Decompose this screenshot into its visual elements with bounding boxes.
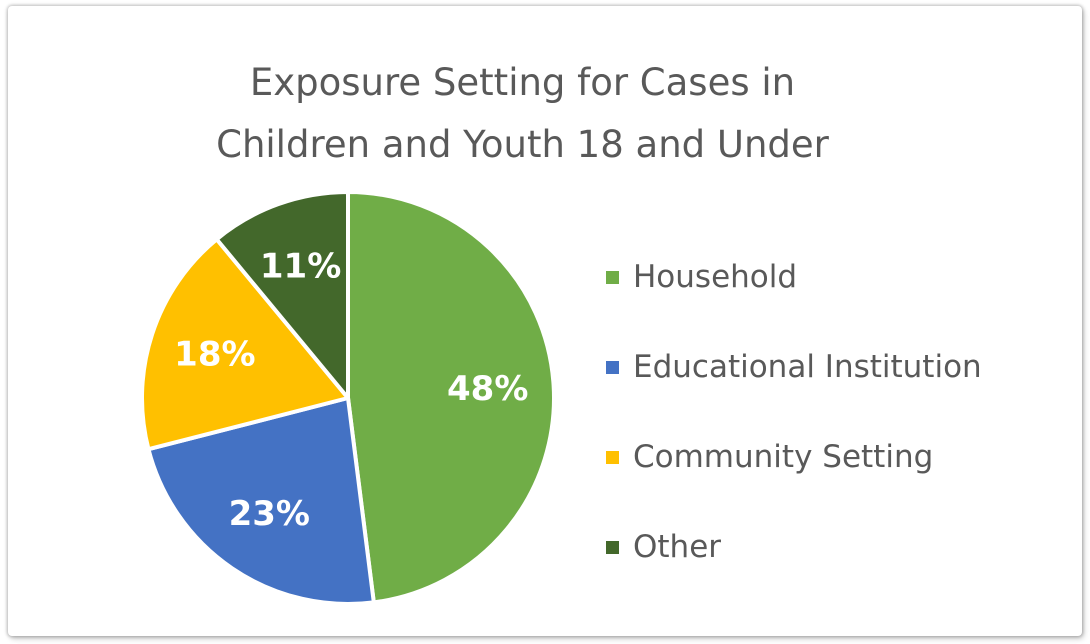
pie-slice-other (214, 190, 350, 400)
pie-slice-community-setting (140, 237, 350, 452)
pie-label-educational-institution: 23% (229, 494, 310, 534)
pie-label-community-setting: 18% (174, 335, 255, 375)
chart-title-line-1: Exposure Setting for Cases in (249, 61, 796, 104)
legend-swatch-community-setting (606, 450, 619, 464)
legend-item-household: Household (606, 232, 982, 322)
pie-slice-educational-institution (146, 396, 376, 606)
pie-slice-household (346, 190, 557, 605)
pie-slice-labels: 48% 23% 18% 11% (174, 246, 528, 534)
legend-label-household: Household (633, 259, 798, 295)
legend-item-other: Other (606, 502, 982, 592)
legend-item-community-setting: Community Setting (606, 412, 982, 502)
legend-swatch-other (606, 540, 619, 554)
legend-label-community-setting: Community Setting (633, 439, 934, 475)
legend-label-educational-institution: Educational Institution (633, 349, 982, 385)
pie-label-other: 11% (260, 246, 341, 286)
pie-label-household: 48% (447, 369, 528, 409)
legend-swatch-educational-institution (606, 360, 619, 374)
legend-swatch-household (606, 270, 619, 284)
legend: Household Educational Institution Commun… (606, 232, 982, 592)
legend-item-educational-institution: Educational Institution (606, 322, 982, 412)
chart-title-line-2: Children and Youth 18 and Under (216, 123, 829, 166)
pie-slices (140, 190, 557, 606)
chart-title: Exposure Setting for Cases in Children a… (0, 52, 1045, 176)
legend-label-other: Other (633, 529, 722, 565)
